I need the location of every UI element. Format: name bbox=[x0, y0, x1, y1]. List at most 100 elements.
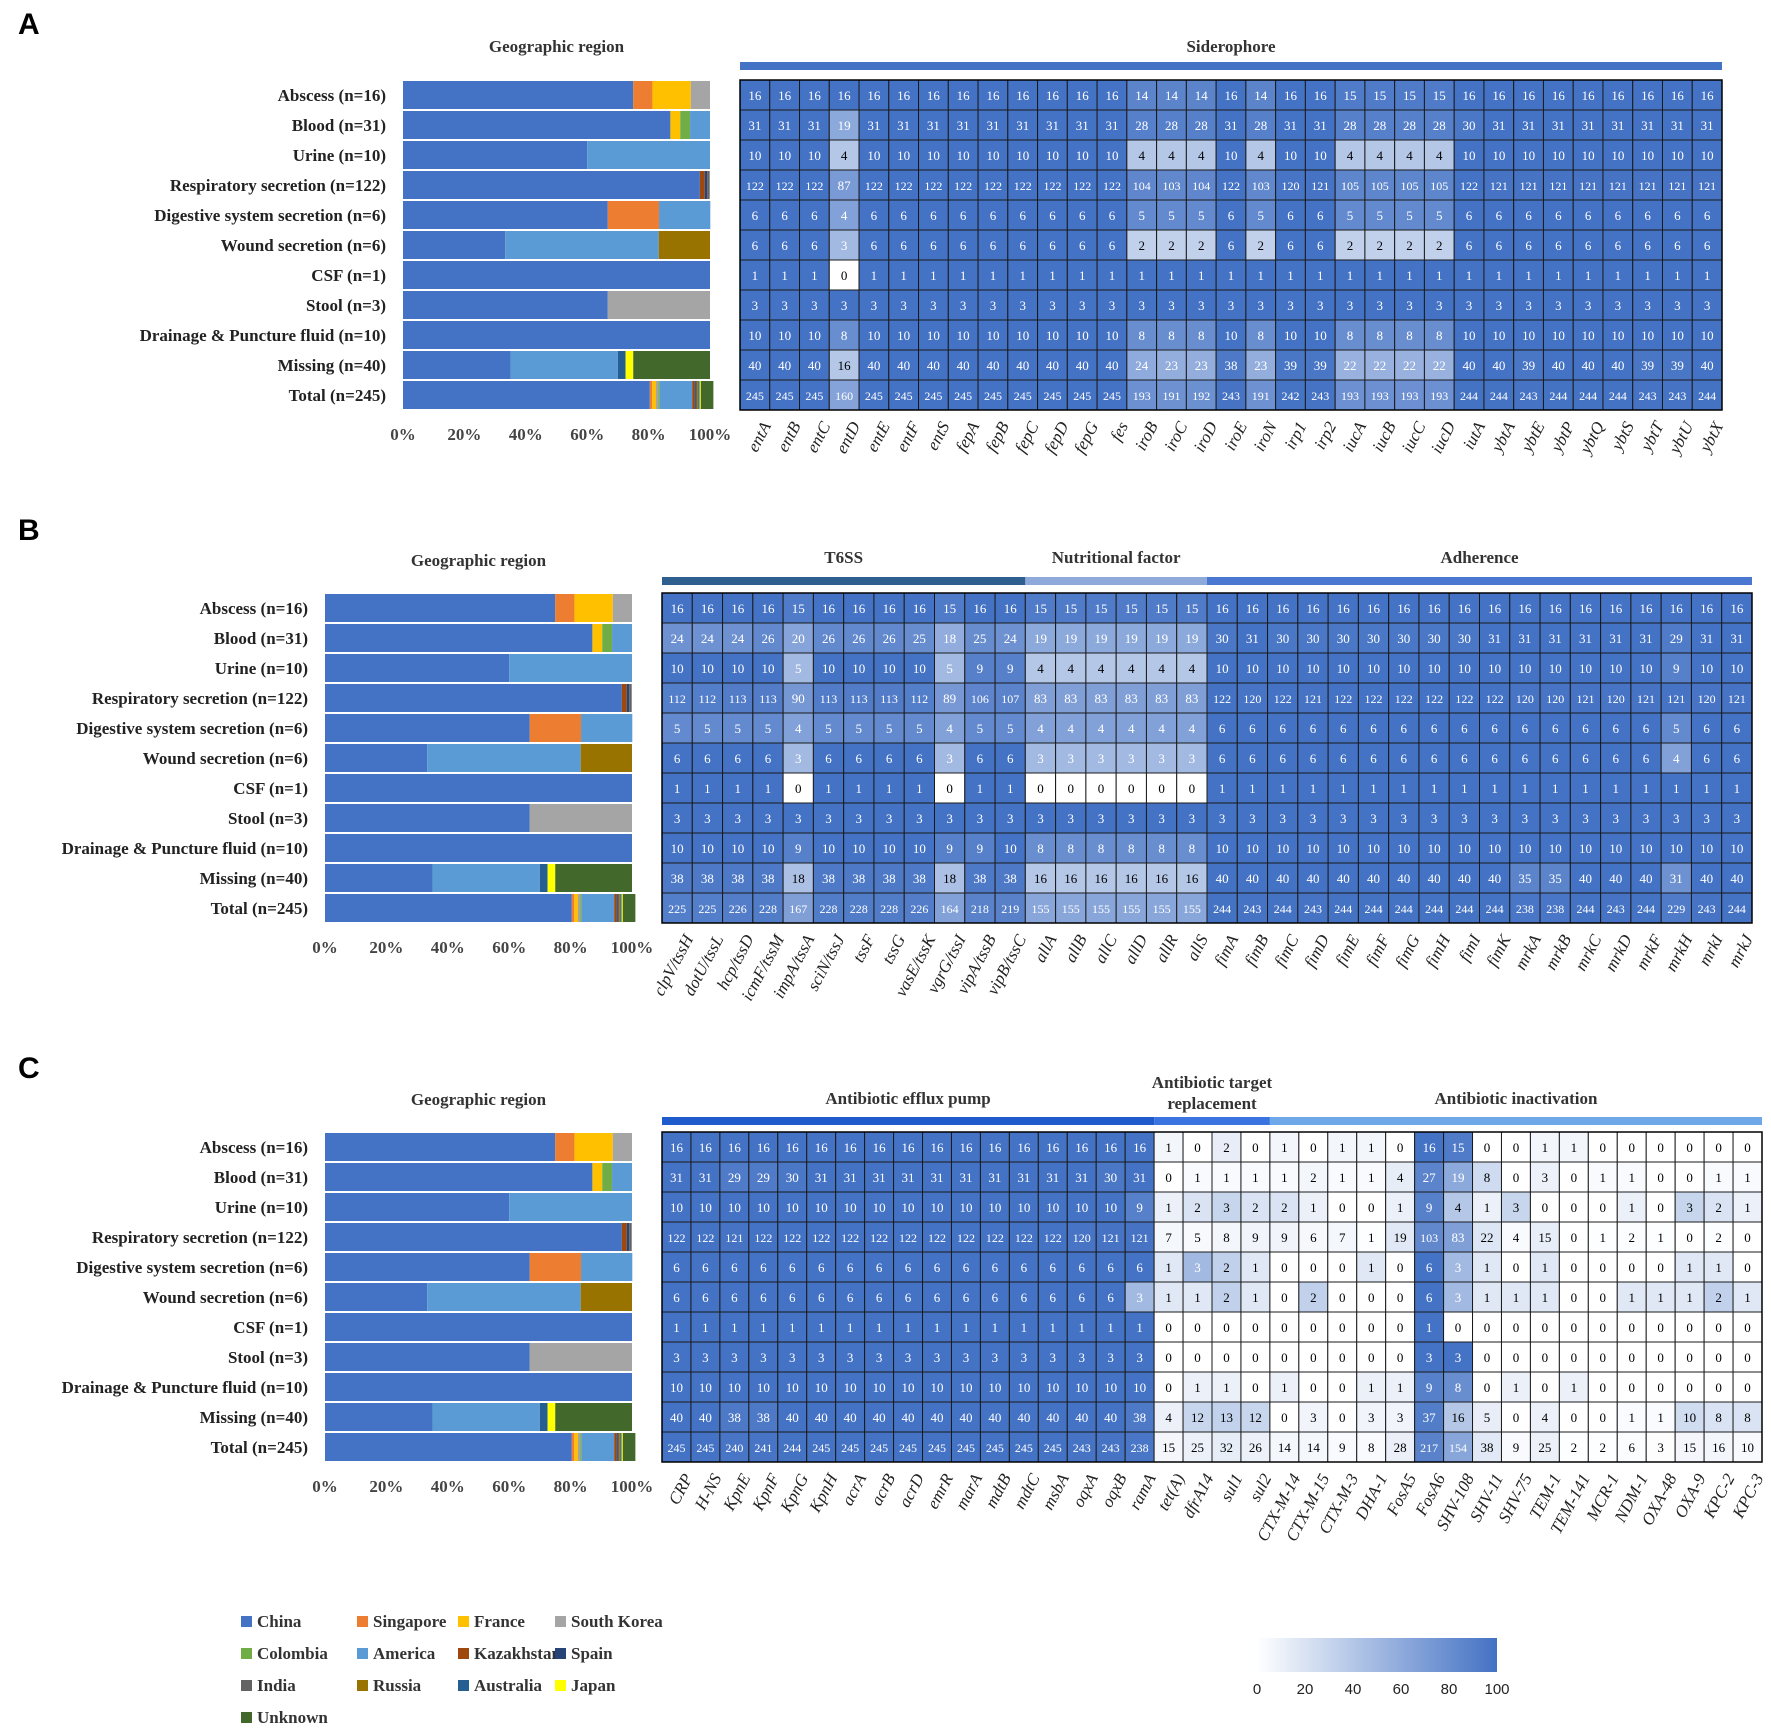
heatmap-value: 10 bbox=[1741, 1440, 1754, 1455]
heatmap-value: 6 bbox=[1370, 751, 1377, 766]
heatmap-cell bbox=[1327, 622, 1359, 654]
heatmap-value: 8 bbox=[1436, 328, 1443, 343]
heatmap-value: 121 bbox=[1698, 179, 1716, 193]
heatmap-cell bbox=[752, 832, 784, 864]
heatmap-value: 122 bbox=[1274, 692, 1292, 706]
heatmap-cell bbox=[835, 1401, 866, 1433]
heatmap-value: 16 bbox=[913, 601, 927, 616]
geo-bar-segment: Japan: 2.5% bbox=[547, 1403, 556, 1431]
heatmap-value: 245 bbox=[805, 389, 823, 403]
heatmap-value: 10 bbox=[1488, 841, 1501, 856]
heatmap-value: 28 bbox=[1433, 118, 1446, 133]
heatmap-cell bbox=[1037, 1431, 1068, 1463]
heatmap-value: 3 bbox=[1613, 811, 1620, 826]
heatmap-value: 1 bbox=[1198, 268, 1205, 283]
heatmap-value: 31 bbox=[1549, 631, 1562, 646]
heatmap-value: 5 bbox=[946, 661, 953, 676]
heatmap-cell bbox=[1007, 79, 1039, 111]
heatmap-value: 10 bbox=[1306, 661, 1319, 676]
heatmap-cell bbox=[1539, 862, 1571, 894]
heatmap-cell bbox=[769, 139, 801, 171]
heatmap-value: 31 bbox=[1640, 631, 1653, 646]
column-label: tssG bbox=[878, 932, 909, 968]
legend-swatch bbox=[241, 1680, 252, 1691]
heatmap-value: 1 bbox=[1628, 1290, 1635, 1305]
heatmap-cell bbox=[1008, 1191, 1039, 1223]
heatmap-value: 1 bbox=[1281, 1380, 1288, 1395]
heatmap-value: 1 bbox=[1347, 268, 1354, 283]
heatmap-value: 245 bbox=[986, 1441, 1004, 1455]
heatmap-value: 0 bbox=[1628, 1380, 1635, 1395]
heatmap-cell bbox=[994, 652, 1026, 684]
heatmap-value: 6 bbox=[930, 238, 937, 253]
heatmap-value: 16 bbox=[1492, 88, 1506, 103]
heatmap-value: 9 bbox=[1007, 661, 1014, 676]
heatmap-value: 6 bbox=[992, 1290, 999, 1305]
heatmap-value: 244 bbox=[1425, 902, 1443, 916]
heatmap-cell bbox=[1443, 1281, 1474, 1313]
heatmap-value: 3 bbox=[1037, 811, 1044, 826]
heatmap-value: 0 bbox=[1281, 1410, 1288, 1425]
heatmap-cell bbox=[690, 1401, 721, 1433]
heatmap-value: 245 bbox=[812, 1441, 830, 1455]
geo-bar-segment: India: 0.8% bbox=[629, 1223, 632, 1251]
heatmap-cell bbox=[1632, 229, 1663, 261]
heatmap-value: 3 bbox=[795, 811, 802, 826]
heatmap-value: 6 bbox=[1613, 751, 1620, 766]
heatmap-value: 40 bbox=[699, 1410, 712, 1425]
heatmap-value: 0 bbox=[1657, 1320, 1664, 1335]
heatmap-value: 0 bbox=[1628, 1350, 1635, 1365]
heatmap-cell bbox=[888, 139, 920, 171]
heatmap-cell bbox=[1542, 229, 1574, 261]
heatmap-value: 0 bbox=[1165, 1170, 1172, 1185]
heatmap-value: 16 bbox=[873, 1140, 887, 1155]
heatmap-value: 1 bbox=[1657, 1410, 1664, 1425]
heatmap-value: 6 bbox=[1007, 751, 1014, 766]
group-band bbox=[662, 1117, 1155, 1125]
heatmap-value: 31 bbox=[1105, 118, 1118, 133]
heatmap-value: 2 bbox=[1194, 1200, 1201, 1215]
heatmap-value: 0 bbox=[1600, 1410, 1607, 1425]
heatmap-value: 0 bbox=[1484, 1320, 1491, 1335]
heatmap-value: 16 bbox=[927, 88, 941, 103]
heatmap-value: 38 bbox=[761, 871, 774, 886]
heatmap-value: 1 bbox=[1368, 1380, 1375, 1395]
geo-bar-segment: India: 0.8% bbox=[707, 171, 710, 199]
heatmap-value: 0 bbox=[1571, 1200, 1578, 1215]
geo-bar-segment: America: 10.6% bbox=[581, 1433, 615, 1461]
row-label: Total (n=245) bbox=[211, 899, 308, 918]
geo-bar-segment: France: 1.2% bbox=[652, 381, 656, 409]
heatmap-cell bbox=[1037, 1341, 1068, 1373]
heatmap-cell bbox=[1587, 1191, 1618, 1223]
heatmap-value: 40 bbox=[1492, 358, 1505, 373]
heatmap-value: 16 bbox=[1582, 88, 1596, 103]
heatmap-cell bbox=[1269, 1401, 1300, 1433]
heatmap-cell bbox=[1269, 1191, 1300, 1223]
heatmap-value: 6 bbox=[1050, 1290, 1057, 1305]
heatmap-value: 6 bbox=[900, 208, 907, 223]
column-label: ybtT bbox=[1636, 417, 1669, 456]
heatmap-value: 122 bbox=[957, 1231, 975, 1245]
heatmap-cell bbox=[1513, 79, 1544, 111]
heatmap-value: 16 bbox=[1701, 88, 1715, 103]
heatmap-value: 16 bbox=[1105, 88, 1119, 103]
heatmap-cell bbox=[1632, 109, 1663, 141]
heatmap-value: 0 bbox=[1252, 1140, 1259, 1155]
heatmap-value: 1 bbox=[1281, 1170, 1288, 1185]
heatmap-value: 6 bbox=[760, 1290, 767, 1305]
column-label: fimE bbox=[1331, 931, 1363, 969]
heatmap-cell bbox=[1364, 169, 1396, 201]
heatmap-value: 16 bbox=[1046, 88, 1060, 103]
heatmap-cell bbox=[1008, 1341, 1039, 1373]
heatmap-value: 31 bbox=[1552, 118, 1565, 133]
heatmap-value: 31 bbox=[988, 1170, 1001, 1185]
heatmap-value: 3 bbox=[1657, 1440, 1664, 1455]
heatmap-value: 1 bbox=[1484, 1290, 1491, 1305]
heatmap-value: 1 bbox=[1049, 268, 1056, 283]
heatmap-cell bbox=[1298, 1341, 1329, 1373]
heatmap-cell bbox=[1145, 652, 1178, 684]
heatmap-value: 4 bbox=[946, 721, 953, 736]
heatmap-value: 6 bbox=[731, 1260, 738, 1275]
heatmap-cell bbox=[1448, 862, 1480, 894]
geo-bar-segment: America: 16.7% bbox=[581, 714, 633, 742]
